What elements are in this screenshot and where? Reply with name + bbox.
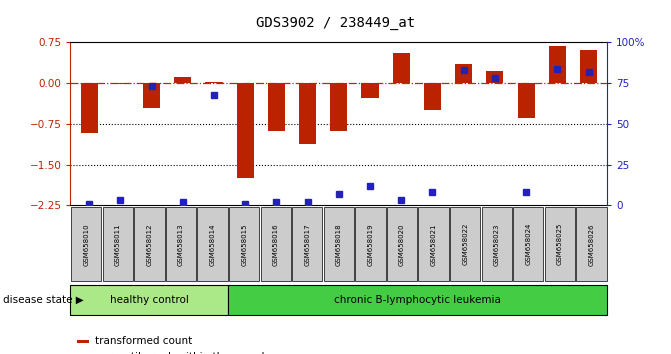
Bar	[549, 46, 566, 83]
Text: GSM658010: GSM658010	[83, 223, 89, 266]
Text: GSM658022: GSM658022	[462, 223, 468, 266]
Text: GSM658025: GSM658025	[557, 223, 563, 266]
Bar	[268, 83, 285, 131]
Bar	[455, 64, 472, 83]
Text: GSM658013: GSM658013	[178, 223, 184, 266]
Text: GSM658024: GSM658024	[525, 223, 531, 266]
Text: GSM658026: GSM658026	[588, 223, 595, 266]
Text: healthy control: healthy control	[110, 295, 189, 305]
Bar	[424, 83, 441, 110]
Bar	[174, 77, 191, 83]
Bar	[237, 83, 254, 178]
Bar	[112, 83, 129, 84]
Text: GDS3902 / 238449_at: GDS3902 / 238449_at	[256, 16, 415, 30]
Bar	[330, 83, 348, 131]
Text: GSM658021: GSM658021	[431, 223, 437, 266]
Text: GSM658014: GSM658014	[209, 223, 215, 266]
Text: GSM658023: GSM658023	[494, 223, 500, 266]
Bar	[205, 81, 223, 83]
Text: transformed count: transformed count	[95, 336, 192, 347]
Bar	[517, 83, 535, 119]
Bar	[580, 50, 597, 83]
Text: GSM658020: GSM658020	[399, 223, 405, 266]
Text: percentile rank within the sample: percentile rank within the sample	[95, 352, 270, 354]
Text: chronic B-lymphocytic leukemia: chronic B-lymphocytic leukemia	[334, 295, 501, 305]
Text: GSM658017: GSM658017	[304, 223, 310, 266]
Text: disease state ▶: disease state ▶	[3, 295, 84, 305]
Bar	[362, 83, 378, 98]
Text: GSM658011: GSM658011	[115, 223, 121, 266]
Text: GSM658016: GSM658016	[272, 223, 278, 266]
Bar	[81, 83, 98, 133]
Bar	[393, 53, 410, 83]
Text: GSM658015: GSM658015	[241, 223, 247, 266]
Text: GSM658018: GSM658018	[336, 223, 342, 266]
Bar	[143, 83, 160, 108]
Bar	[299, 83, 316, 144]
Text: GSM658012: GSM658012	[146, 223, 152, 266]
Text: GSM658019: GSM658019	[368, 223, 374, 266]
Bar	[486, 71, 503, 83]
